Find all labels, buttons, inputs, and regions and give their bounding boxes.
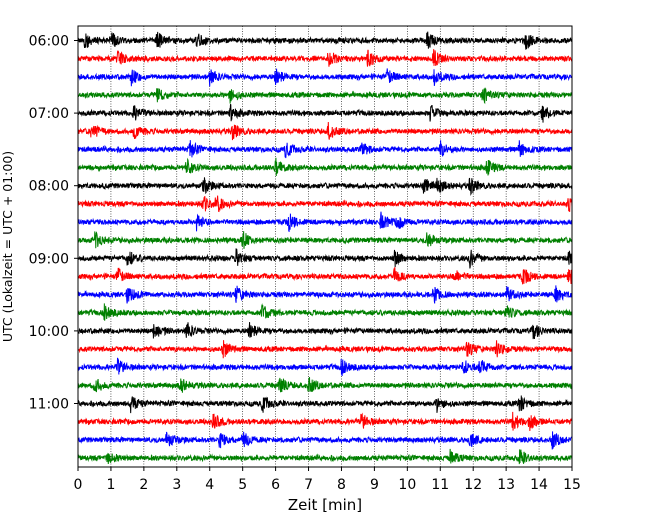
x-axis-ticks: 0 1 2 3 4 5 6 7 8 9 10 11 12 13 14 15 [74, 467, 581, 493]
trace-0645 [77, 87, 573, 105]
x-tick-label: 15 [563, 477, 581, 493]
x-tick-label: 2 [139, 477, 148, 493]
trace-0830 [77, 211, 573, 233]
trace-0700 [77, 103, 573, 123]
y-tick-label: 07:00 [29, 106, 69, 122]
x-tick-label: 11 [431, 477, 449, 493]
x-tick-label: 3 [172, 477, 181, 493]
trace-1000 [77, 322, 573, 340]
x-tick-label: 5 [238, 477, 247, 493]
x-tick-label: 14 [530, 477, 548, 493]
x-tick-label: 10 [398, 477, 416, 493]
traces [77, 31, 573, 465]
x-tick-label: 13 [497, 477, 515, 493]
x-axis-label: Zeit [min] [288, 496, 362, 514]
trace-1045 [77, 377, 573, 393]
x-tick-label: 9 [370, 477, 379, 493]
y-tick-label: 09:00 [29, 251, 69, 267]
trace-1145 [77, 448, 573, 465]
x-tick-label: 1 [106, 477, 115, 493]
x-tick-label: 4 [205, 477, 214, 493]
x-tick-label: 7 [304, 477, 313, 493]
trace-1030 [77, 357, 573, 377]
x-tick-label: 8 [337, 477, 346, 493]
grid-lines [110, 26, 540, 467]
y-tick-label: 10:00 [29, 324, 69, 340]
trace-0715 [77, 121, 573, 141]
trace-0800 [77, 177, 573, 196]
trace-0815 [77, 195, 573, 213]
y-tick-label: 06:00 [29, 34, 69, 50]
y-axis-label: UTC (Lokalzeit = UTC + 01:00) [0, 151, 15, 342]
trace-0845 [77, 231, 573, 249]
trace-0900 [77, 248, 573, 269]
x-tick-label: 12 [464, 477, 482, 493]
trace-0930 [77, 285, 573, 304]
trace-1115 [77, 411, 573, 432]
plot-frame [77, 25, 573, 468]
y-axis-ticks: 06:00 07:00 08:00 09:00 10:00 11:00 [29, 34, 78, 413]
x-tick-label: 0 [74, 477, 83, 493]
trace-1015 [77, 340, 573, 359]
x-tick-label: 6 [271, 477, 280, 493]
trace-0915 [77, 267, 573, 285]
y-tick-label: 11:00 [29, 397, 69, 413]
trace-0730 [77, 140, 573, 159]
trace-1130 [77, 431, 573, 450]
trace-1100 [77, 395, 573, 414]
y-tick-label: 08:00 [29, 179, 69, 195]
trace-0745 [77, 157, 573, 176]
trace-0600 [77, 31, 573, 50]
trace-0945 [77, 303, 573, 321]
trace-0615 [77, 49, 573, 67]
trace-0630 [77, 68, 573, 87]
